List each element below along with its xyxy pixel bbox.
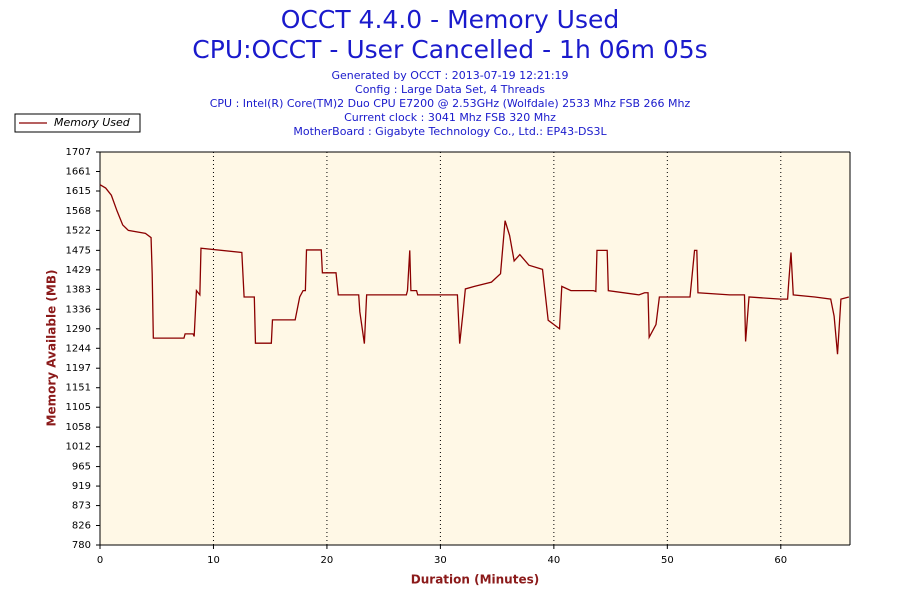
chart-title: OCCT 4.4.0 - Memory Used [281, 5, 620, 34]
y-tick-label: 1661 [66, 167, 91, 178]
y-tick-label: 1429 [66, 265, 91, 276]
x-tick-label: 0 [97, 555, 103, 566]
legend-box [14, 113, 141, 133]
info-line: Generated by OCCT : 2013-07-19 12:21:19 [331, 69, 568, 82]
x-tick-label: 40 [547, 555, 560, 566]
y-tick-label: 1058 [66, 422, 91, 433]
y-tick-label: 826 [72, 520, 91, 531]
y-tick-label: 873 [72, 501, 91, 512]
y-tick-label: 1707 [66, 147, 91, 158]
info-line: MotherBoard : Gigabyte Technology Co., L… [293, 125, 607, 138]
info-line: Config : Large Data Set, 4 Threads [355, 83, 545, 96]
info-line: CPU : Intel(R) Core(TM)2 Duo CPU E7200 @… [210, 97, 691, 110]
x-tick-label: 50 [661, 555, 674, 566]
y-axis-label: Memory Available (MB) [45, 270, 59, 427]
chart-subtitle: CPU:OCCT - User Cancelled - 1h 06m 05s [192, 35, 707, 64]
y-tick-label: 780 [72, 540, 91, 551]
y-tick-label: 1336 [66, 304, 91, 315]
x-tick-label: 10 [207, 555, 220, 566]
y-tick-label: 1615 [66, 186, 91, 197]
y-tick-label: 1197 [66, 363, 91, 374]
info-line: Current clock : 3041 Mhz FSB 320 Mhz [344, 111, 556, 124]
x-tick-label: 60 [774, 555, 787, 566]
y-tick-label: 1522 [66, 225, 91, 236]
y-tick-label: 1012 [66, 442, 91, 453]
legend-label: Memory Used [54, 116, 131, 129]
y-tick-label: 1151 [66, 383, 91, 394]
y-tick-label: 1244 [66, 343, 91, 354]
x-tick-label: 30 [434, 555, 447, 566]
y-tick-label: 1383 [66, 284, 91, 295]
y-tick-label: 1475 [66, 245, 91, 256]
x-axis-label: Duration (Minutes) [411, 573, 539, 587]
y-tick-label: 919 [72, 481, 91, 492]
y-tick-label: 965 [72, 462, 91, 473]
plot-area [100, 152, 850, 545]
y-tick-label: 1290 [66, 324, 91, 335]
y-tick-label: 1568 [66, 206, 91, 217]
x-tick-label: 20 [321, 555, 334, 566]
y-tick-label: 1105 [66, 402, 91, 413]
series-line [99, 184, 850, 355]
